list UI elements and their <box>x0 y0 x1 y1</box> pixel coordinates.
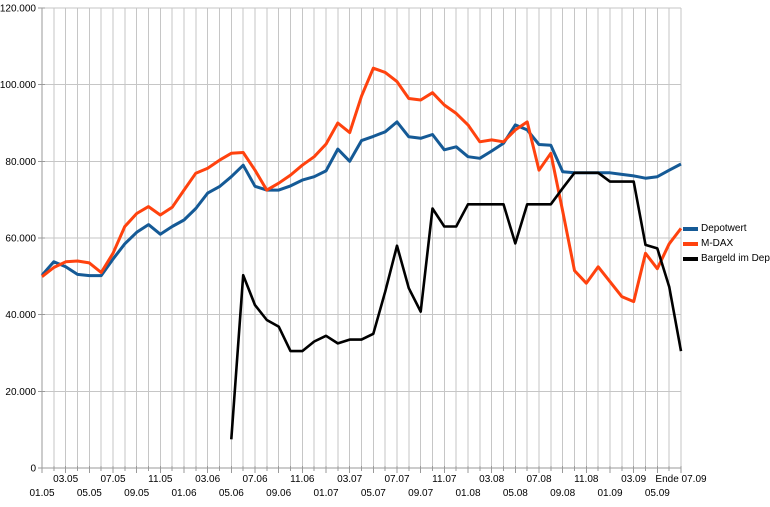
x-axis-tick-label: 01.06 <box>171 488 196 499</box>
y-axis-tick-label: 100.000 <box>0 80 36 91</box>
legend-item-mdax: M-DAX <box>683 236 770 251</box>
depotwert-line-swatch <box>683 226 698 231</box>
legend-label-bargeld: Bargeld im Depot <box>701 253 770 264</box>
chart-axes <box>38 7 682 473</box>
x-axis-tick-label: 01.09 <box>597 488 622 499</box>
x-axis-labels: 01.05 03.05 05.05 07.05 09.05 11.05 01.06 03.06… <box>29 474 707 499</box>
x-axis-tick-label: Ende 07.09 <box>655 474 707 485</box>
x-axis-tick-label: 09.05 <box>124 488 149 499</box>
legend-item-bargeld: Bargeld im Depot <box>683 251 770 266</box>
legend-label-depotwert: Depotwert <box>701 223 747 234</box>
x-axis-tick-label: 11.08 <box>574 474 599 485</box>
x-axis-tick-label: 11.06 <box>290 474 315 485</box>
x-axis-tick-label: 11.05 <box>148 474 173 485</box>
x-axis-tick-label: 05.05 <box>77 488 102 499</box>
y-axis-tick-label: 80.000 <box>5 157 36 168</box>
y-axis-tick-label: 20.000 <box>5 387 36 398</box>
x-axis-tick-label: 07.08 <box>526 474 551 485</box>
x-axis-tick-label: 03.05 <box>53 474 78 485</box>
x-axis-tick-label: 11.07 <box>432 474 457 485</box>
y-axis-tick-label: 0 <box>30 464 36 475</box>
x-axis-tick-label: 05.09 <box>645 488 670 499</box>
series-line-bargeld-im-depot <box>230 171 683 440</box>
x-axis-tick-label: 09.07 <box>408 488 433 499</box>
x-axis-tick-label: 01.08 <box>455 488 480 499</box>
x-axis-tick-label: 05.08 <box>503 488 528 499</box>
bargeld-line-swatch <box>683 256 698 261</box>
chart-gridlines <box>41 7 682 468</box>
mdax-line-swatch <box>683 241 698 246</box>
x-axis-tick-label: 01.07 <box>313 488 338 499</box>
x-axis-tick-label: 03.07 <box>337 474 362 485</box>
x-axis-tick-label: 03.06 <box>195 474 220 485</box>
legend-label-mdax: M-DAX <box>701 238 734 249</box>
chart-legend: Depotwert M-DAX Bargeld im Depot <box>683 221 770 266</box>
x-axis-tick-label: 07.06 <box>242 474 267 485</box>
x-axis-tick-label: 05.07 <box>361 488 386 499</box>
y-axis-tick-label: 40.000 <box>5 310 36 321</box>
x-axis-tick-label: 03.08 <box>479 474 504 485</box>
x-axis-tick-label: 05.06 <box>219 488 244 499</box>
x-axis-tick-label: 03.09 <box>621 474 646 485</box>
legend-item-depotwert: Depotwert <box>683 221 770 236</box>
x-axis-tick-label: 09.08 <box>550 488 575 499</box>
y-axis-labels: 0 20.000 40.000 60.000 80.000 100.000 120.000 <box>0 4 36 475</box>
x-axis-tick-label: 07.07 <box>384 474 409 485</box>
y-axis-tick-label: 60.000 <box>5 234 36 245</box>
x-axis-tick-label: 01.05 <box>29 488 54 499</box>
x-axis-tick-label: 09.06 <box>266 488 291 499</box>
series-line-m-dax <box>41 66 683 304</box>
x-axis-tick-label: 07.05 <box>100 474 125 485</box>
y-axis-tick-label: 120.000 <box>0 4 36 15</box>
